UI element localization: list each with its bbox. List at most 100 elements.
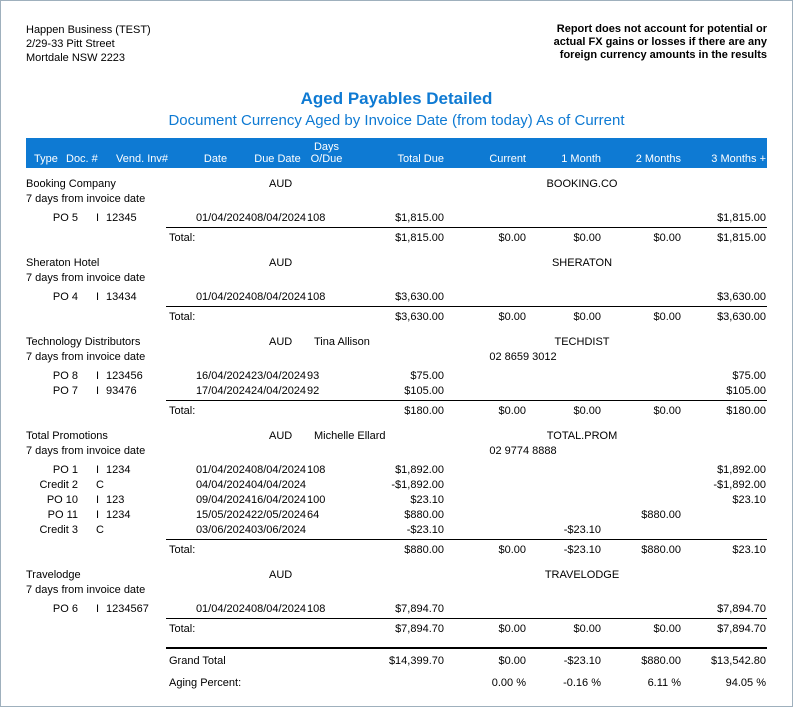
aging-percent-label: Aging Percent: — [169, 677, 242, 689]
col-header-days-overdue: Days O/Due — [304, 141, 349, 165]
col-header-days-line2: O/Due — [310, 153, 343, 165]
due-date-cell: 08/04/2024 — [251, 603, 307, 615]
month2-cell: $0.00 — [653, 405, 681, 417]
vendor-group-travelodge: Travelodge AUD TRAVELODGE 7 days from in… — [26, 568, 767, 637]
month3-cell: 94.05 % — [725, 677, 766, 689]
total-label: Total: — [169, 405, 196, 417]
vendor-code: BOOKING.CO — [546, 178, 618, 190]
total-label: Total: — [169, 623, 196, 635]
days-overdue-cell: 108 — [307, 464, 326, 476]
col-header-1-month: 1 Month — [561, 153, 601, 165]
month2-cell: $0.00 — [653, 623, 681, 635]
vendor-terms-row: 7 days from invoice date — [26, 271, 767, 286]
vendor-name: Total Promotions — [26, 430, 108, 442]
total-due-cell: $1,892.00 — [395, 464, 444, 476]
current-cell: 0.00 % — [491, 677, 526, 689]
month1-cell: -$23.10 — [563, 655, 601, 667]
doc-number-cell: Credit 3 — [39, 524, 78, 536]
month3-cell: $23.10 — [732, 494, 766, 506]
contact-name: Michelle Ellard — [314, 430, 386, 442]
doc-type-cell: I — [96, 385, 100, 397]
fx-disclaimer-line: Report does not account for potential or — [556, 23, 767, 35]
due-date-cell: 24/04/2024 — [251, 385, 307, 397]
doc-type-cell: C — [96, 524, 104, 536]
group-total-row: Total: $3,630.00 $0.00 $0.00 $0.00 $3,63… — [26, 310, 767, 325]
invoice-date-cell: 17/04/2024 — [195, 385, 251, 397]
current-cell: $0.00 — [498, 623, 526, 635]
total-due-cell: $3,630.00 — [395, 311, 444, 323]
doc-type-cell: I — [96, 291, 100, 303]
group-total-row: Total: $1,815.00 $0.00 $0.00 $0.00 $1,81… — [26, 231, 767, 246]
current-cell: $0.00 — [498, 544, 526, 556]
due-date-cell: 03/06/2024 — [251, 524, 307, 536]
month3-cell: $3,630.00 — [717, 311, 766, 323]
invoice-rows: PO 5 I 12345 01/04/2024 08/04/2024 108 $… — [26, 211, 767, 226]
col-header-3-months-plus: 3 Months + — [711, 153, 766, 165]
month3-cell: $1,815.00 — [717, 232, 766, 244]
vendor-code: TOTAL.PROM — [546, 430, 618, 442]
total-due-cell: $3,630.00 — [395, 291, 444, 303]
col-header-days-line1: Days — [313, 141, 340, 153]
invoice-date-cell: 16/04/2024 — [195, 370, 251, 382]
doc-number-cell: PO 8 — [52, 370, 78, 382]
vendor-name: Booking Company — [26, 178, 116, 190]
vendor-groups: Booking Company AUD BOOKING.CO 7 days fr… — [26, 177, 767, 637]
due-date-cell: 08/04/2024 — [251, 212, 307, 224]
vendor-phone: 02 8659 3012 — [489, 351, 557, 363]
doc-number-cell: Credit 2 — [39, 479, 78, 491]
invoice-row: Credit 2 C 04/04/2024 04/04/2024 -$1,892… — [26, 478, 767, 493]
total-label: Total: — [169, 311, 196, 323]
month3-cell: $7,894.70 — [717, 623, 766, 635]
due-date-cell: 08/04/2024 — [251, 464, 307, 476]
total-due-cell: $105.00 — [404, 385, 444, 397]
fx-disclaimer-line: foreign currency amounts in the results — [559, 49, 767, 61]
vendor-code: TECHDIST — [554, 336, 610, 348]
vendor-group-booking-company: Booking Company AUD BOOKING.CO 7 days fr… — [26, 177, 767, 246]
payment-terms: 7 days from invoice date — [26, 351, 146, 363]
month3-cell: $1,815.00 — [717, 212, 766, 224]
month2-cell: $880.00 — [641, 655, 681, 667]
vendor-code: TRAVELODGE — [544, 569, 620, 581]
vendor-invoice-cell: 123 — [106, 494, 125, 506]
month3-cell: $1,892.00 — [717, 464, 766, 476]
vendor-header-row: Booking Company AUD BOOKING.CO — [26, 177, 767, 192]
total-due-cell: $1,815.00 — [395, 232, 444, 244]
total-label: Total: — [169, 544, 196, 556]
invoice-date-cell: 01/04/2024 — [195, 603, 251, 615]
total-label: Total: — [169, 232, 196, 244]
invoice-row: PO 5 I 12345 01/04/2024 08/04/2024 108 $… — [26, 211, 767, 226]
vendor-header-row: Total Promotions AUD Michelle Ellard TOT… — [26, 429, 767, 444]
col-header-vendor-invoice: Vend. Inv# — [116, 153, 168, 165]
days-overdue-cell: 100 — [307, 494, 326, 506]
group-total-row: Total: $7,894.70 $0.00 $0.00 $0.00 $7,89… — [26, 622, 767, 637]
doc-number-cell: PO 5 — [52, 212, 78, 224]
invoice-row: PO 6 I 1234567 01/04/2024 08/04/2024 108… — [26, 602, 767, 617]
doc-type-cell: I — [96, 370, 100, 382]
total-due-cell: $7,894.70 — [395, 623, 444, 635]
vendor-terms-row: 7 days from invoice date 02 9774 8888 — [26, 444, 767, 459]
table-header-row: Type Doc. # Vend. Inv# Date Due Date Day… — [26, 138, 767, 168]
doc-number-cell: PO 1 — [52, 464, 78, 476]
total-due-cell: $14,399.70 — [388, 655, 444, 667]
col-header-total-due: Total Due — [397, 153, 444, 165]
group-total-row: Total: $880.00 $0.00 -$23.10 $880.00 $23… — [26, 543, 767, 558]
currency-label: AUD — [269, 178, 293, 190]
month2-cell: $880.00 — [641, 544, 681, 556]
days-overdue-cell: 93 — [307, 370, 320, 382]
vendor-invoice-cell: 13434 — [106, 291, 137, 303]
invoice-date-cell: 03/06/2024 — [195, 524, 251, 536]
doc-type-cell: I — [96, 603, 100, 615]
month2-cell: 6.11 % — [647, 677, 681, 689]
month3-cell: $7,894.70 — [717, 603, 766, 615]
vendor-header-row: Travelodge AUD TRAVELODGE — [26, 568, 767, 583]
doc-type-cell: I — [96, 509, 100, 521]
payment-terms: 7 days from invoice date — [26, 193, 146, 205]
doc-type-cell: I — [96, 494, 100, 506]
due-date-cell: 23/04/2024 — [251, 370, 307, 382]
col-header-due-date: Due Date — [254, 153, 301, 165]
vendor-code: SHERATON — [551, 257, 613, 269]
invoice-date-cell: 09/04/2024 — [195, 494, 251, 506]
invoice-row: PO 10 I 123 09/04/2024 16/04/2024 100 $2… — [26, 493, 767, 508]
invoice-date-cell: 01/04/2024 — [195, 212, 251, 224]
